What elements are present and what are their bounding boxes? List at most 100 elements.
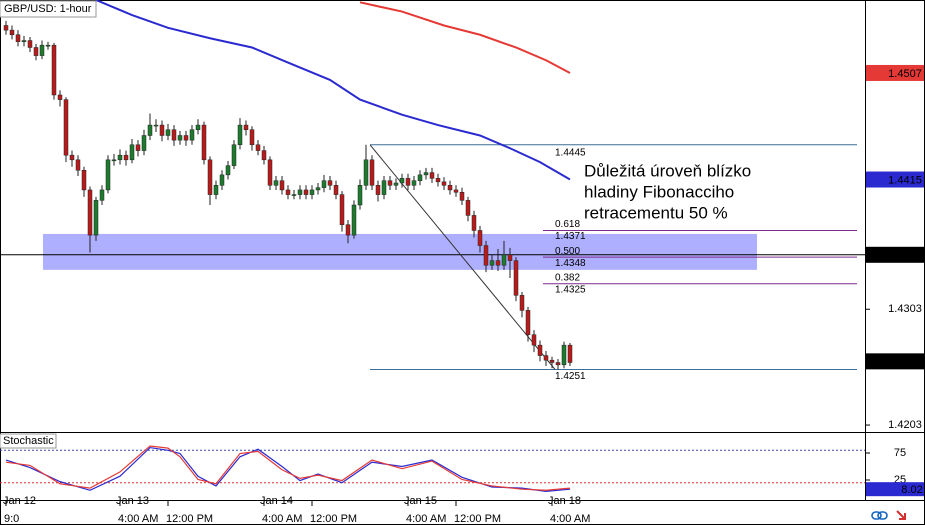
stoch-badge-label: 8.02 xyxy=(901,484,922,496)
annotation: hladiny Fibonacciho xyxy=(584,182,734,201)
x-tick-label: 12:00 PM xyxy=(454,513,501,525)
candle-body xyxy=(549,359,555,363)
candle-body xyxy=(243,124,249,130)
candle-body xyxy=(51,44,57,96)
candle-body xyxy=(99,189,105,201)
candle-body xyxy=(423,172,429,176)
candle-body xyxy=(93,200,99,236)
candle-body xyxy=(207,159,213,195)
candle-body xyxy=(3,25,9,31)
candle-body xyxy=(393,182,399,186)
candle-body xyxy=(483,245,489,266)
candle-body xyxy=(279,180,285,191)
candle-body xyxy=(63,99,69,156)
candle-body xyxy=(249,129,255,146)
candle-body xyxy=(369,159,375,186)
stoch-title: Stochastic xyxy=(3,435,54,447)
candle-body xyxy=(555,362,561,366)
candle-body xyxy=(75,159,81,171)
candle-body xyxy=(15,34,21,42)
title-box xyxy=(0,0,97,18)
candle-body xyxy=(21,40,27,42)
candle-body xyxy=(177,135,183,141)
candle-body xyxy=(543,355,549,361)
candle-body xyxy=(351,204,357,236)
candle-body xyxy=(507,254,513,261)
moving-average xyxy=(95,0,571,181)
candle-body xyxy=(567,344,573,363)
candle-body xyxy=(261,150,267,161)
candle-body xyxy=(363,159,369,186)
candle-body xyxy=(405,178,411,186)
candle-body xyxy=(513,260,519,296)
candle-body xyxy=(525,310,531,335)
candle-body xyxy=(297,189,303,195)
candle-body xyxy=(189,129,195,141)
price-badge xyxy=(866,353,924,370)
candle-body xyxy=(33,47,39,56)
candle-body xyxy=(285,189,291,195)
candle-body xyxy=(135,144,141,151)
date-label: Jan 15 xyxy=(404,495,437,507)
x-tick-label: 9:0 xyxy=(4,513,19,525)
candle-body xyxy=(213,185,219,195)
candle-body xyxy=(345,224,351,236)
candle-body xyxy=(45,44,51,47)
candle-body xyxy=(309,189,315,195)
y-tick-label: 1.4203 xyxy=(888,419,922,431)
fib-label: 1.4445 xyxy=(555,147,586,158)
candle-body xyxy=(117,154,123,161)
price-badge-label: 1.4350 xyxy=(888,250,922,262)
stoch-line xyxy=(5,445,571,491)
candle-body xyxy=(321,180,327,188)
candle-body xyxy=(201,124,207,161)
candle-body xyxy=(123,154,129,161)
y-tick-label: 1.4303 xyxy=(888,303,922,315)
stoch-line xyxy=(5,446,571,492)
candle-body xyxy=(129,144,135,161)
candle-body xyxy=(489,260,495,266)
price-badge-label: 1.4258 xyxy=(888,356,922,368)
candle-body xyxy=(195,124,201,130)
candle-body xyxy=(447,185,453,191)
candle-body xyxy=(327,180,333,186)
candle-body xyxy=(399,178,405,184)
candle-body xyxy=(459,192,465,201)
popout-icon[interactable] xyxy=(896,510,906,520)
candle-body xyxy=(231,144,237,166)
chart-title: GBP/USD: 1-hour xyxy=(4,3,92,15)
candle-body xyxy=(27,40,33,48)
date-label: Jan 13 xyxy=(116,495,149,507)
price-badge xyxy=(866,171,924,188)
moving-average xyxy=(359,1,571,74)
x-tick-label: 12:00 PM xyxy=(166,513,213,525)
x-tick-label: 4:00 AM xyxy=(406,513,446,525)
candle-body xyxy=(333,185,339,195)
candle-body xyxy=(381,180,387,195)
candle-body xyxy=(519,295,525,311)
candle-body xyxy=(69,154,75,161)
candle-body xyxy=(171,129,177,141)
candle-body xyxy=(303,189,309,195)
candle-body xyxy=(471,215,477,231)
x-tick-label: 4:00 AM xyxy=(118,513,158,525)
support-zone xyxy=(43,233,757,270)
candle-body xyxy=(453,189,459,193)
candle-body xyxy=(57,94,63,100)
fib-label: 1.4251 xyxy=(555,371,586,382)
link-icon[interactable] xyxy=(871,511,888,520)
candle-body xyxy=(105,159,111,191)
candle-body xyxy=(141,135,147,151)
candle-body xyxy=(267,159,273,186)
stoch-tick-label: 75 xyxy=(894,447,906,459)
candle-body xyxy=(531,334,537,346)
fib-price-label: 1.4371 xyxy=(555,231,586,242)
candle-body xyxy=(183,135,189,141)
candle-body xyxy=(9,29,15,35)
candle-body xyxy=(159,124,165,136)
candle-body xyxy=(165,129,171,136)
stoch-title-box xyxy=(0,433,57,449)
candle-body xyxy=(537,344,543,356)
